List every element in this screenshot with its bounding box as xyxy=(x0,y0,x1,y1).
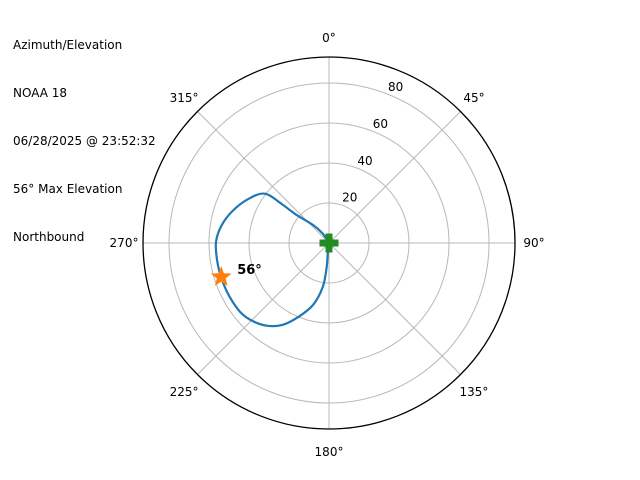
azimuth-tick-label: 135° xyxy=(460,385,489,399)
horizon-circle xyxy=(142,56,516,430)
elevation-tick-label: 60 xyxy=(373,117,388,131)
chart-title-label: Azimuth/Elevation xyxy=(13,38,123,52)
elevation-tick-label: 80 xyxy=(388,80,403,94)
azimuth-tick-label: 315° xyxy=(170,91,199,105)
azimuth-tick-label: 180° xyxy=(315,445,344,459)
pass-direction-label: Northbound xyxy=(13,230,85,244)
max-elevation-label: 56° Max Elevation xyxy=(13,182,123,196)
elevation-tick-label: 40 xyxy=(357,154,372,168)
pass-datetime-label: 06/28/2025 @ 23:52:32 xyxy=(13,134,156,148)
pass-start-marker xyxy=(319,233,339,253)
azimuth-tick-label: 90° xyxy=(523,236,544,250)
elevation-tick-label: 20 xyxy=(342,191,357,205)
satellite-name-label: NOAA 18 xyxy=(13,86,68,100)
azimuth-tick-label: 225° xyxy=(170,385,199,399)
azimuth-spoke xyxy=(197,242,330,375)
azimuth-tick-label: 0° xyxy=(322,31,336,45)
azimuth-spoke xyxy=(328,111,461,244)
max-elevation-marker xyxy=(210,266,232,286)
azimuth-spoke xyxy=(328,242,461,375)
azimuth-tick-label: 270° xyxy=(110,236,139,250)
pass-info-panel: Azimuth/Elevation NOAA 18 06/28/2025 @ 2… xyxy=(13,5,156,277)
max-elevation-value-label: 56° xyxy=(237,263,262,278)
azimuth-tick-label: 45° xyxy=(463,91,484,105)
